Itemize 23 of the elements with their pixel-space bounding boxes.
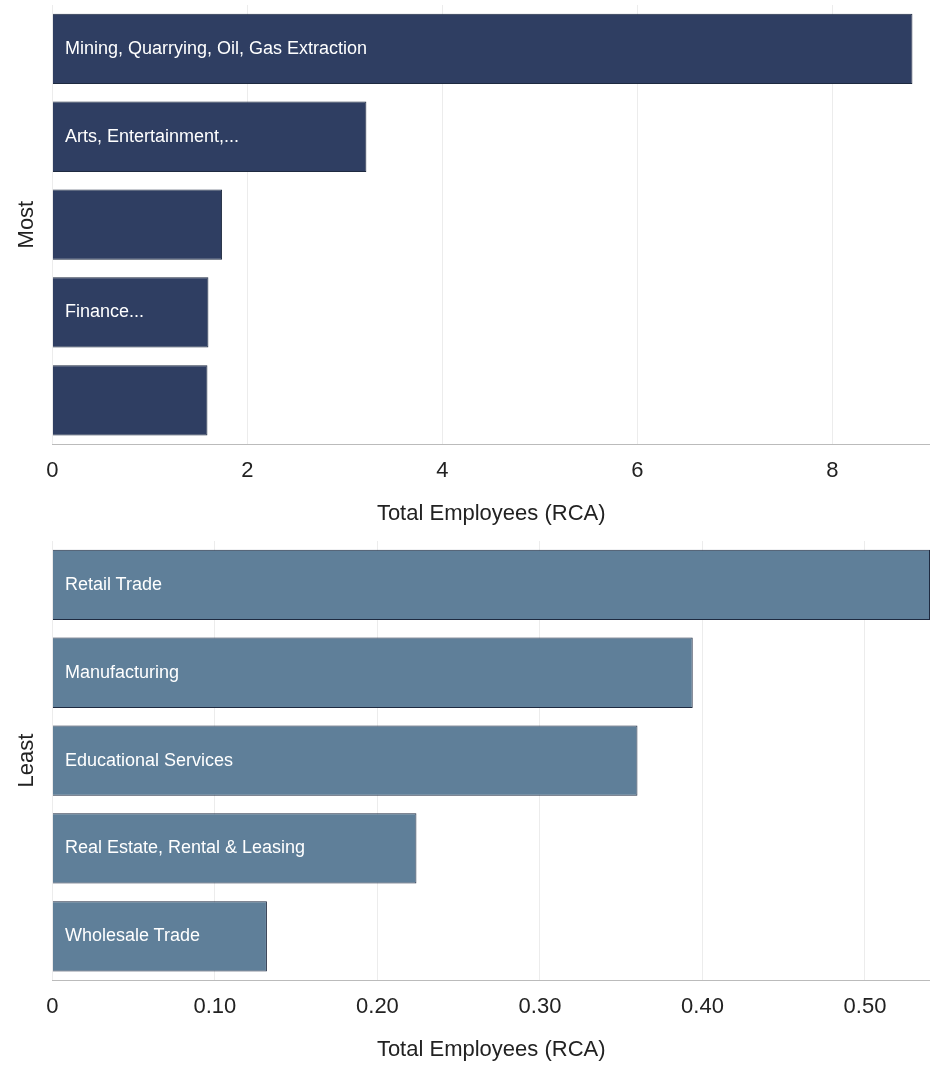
- y-tick-label: Retail Trade: [64, 573, 162, 594]
- x-tick-label: 0.10: [193, 993, 237, 1019]
- y-tick-label: Manufacturing: [64, 661, 179, 682]
- y-axis-title: Most: [13, 200, 39, 249]
- x-tick-label: 2: [241, 457, 254, 483]
- x-tick-label: 0: [46, 457, 59, 483]
- y-tick-label: Arts, Entertainment,...: [64, 125, 239, 146]
- x-tick-label: 6: [631, 457, 644, 483]
- y-tick-label: Mining, Quarrying, Oil, Gas Extraction: [64, 37, 368, 58]
- x-tick-label: 8: [826, 457, 839, 483]
- x-tick-label: 4: [436, 457, 449, 483]
- x-tick-label: 0.20: [356, 993, 399, 1019]
- x-tick-label: 0.30: [518, 993, 562, 1019]
- x-tick-label: 0.50: [843, 993, 887, 1019]
- y-tick-label: Finance...: [64, 301, 144, 322]
- x-tick-label: 0: [46, 993, 59, 1019]
- y-tick-label: Wholesale Trade: [64, 925, 200, 946]
- x-axis-title: Total Employees (RCA): [376, 499, 606, 525]
- y-tick-label: Educational Services: [64, 749, 233, 770]
- x-axis-title: Total Employees (RCA): [376, 1035, 606, 1061]
- y-axis-title: Least: [13, 733, 39, 788]
- y-tick-label: Real Estate, Rental & Leasing: [64, 837, 306, 858]
- x-tick-label: 0.40: [681, 993, 724, 1019]
